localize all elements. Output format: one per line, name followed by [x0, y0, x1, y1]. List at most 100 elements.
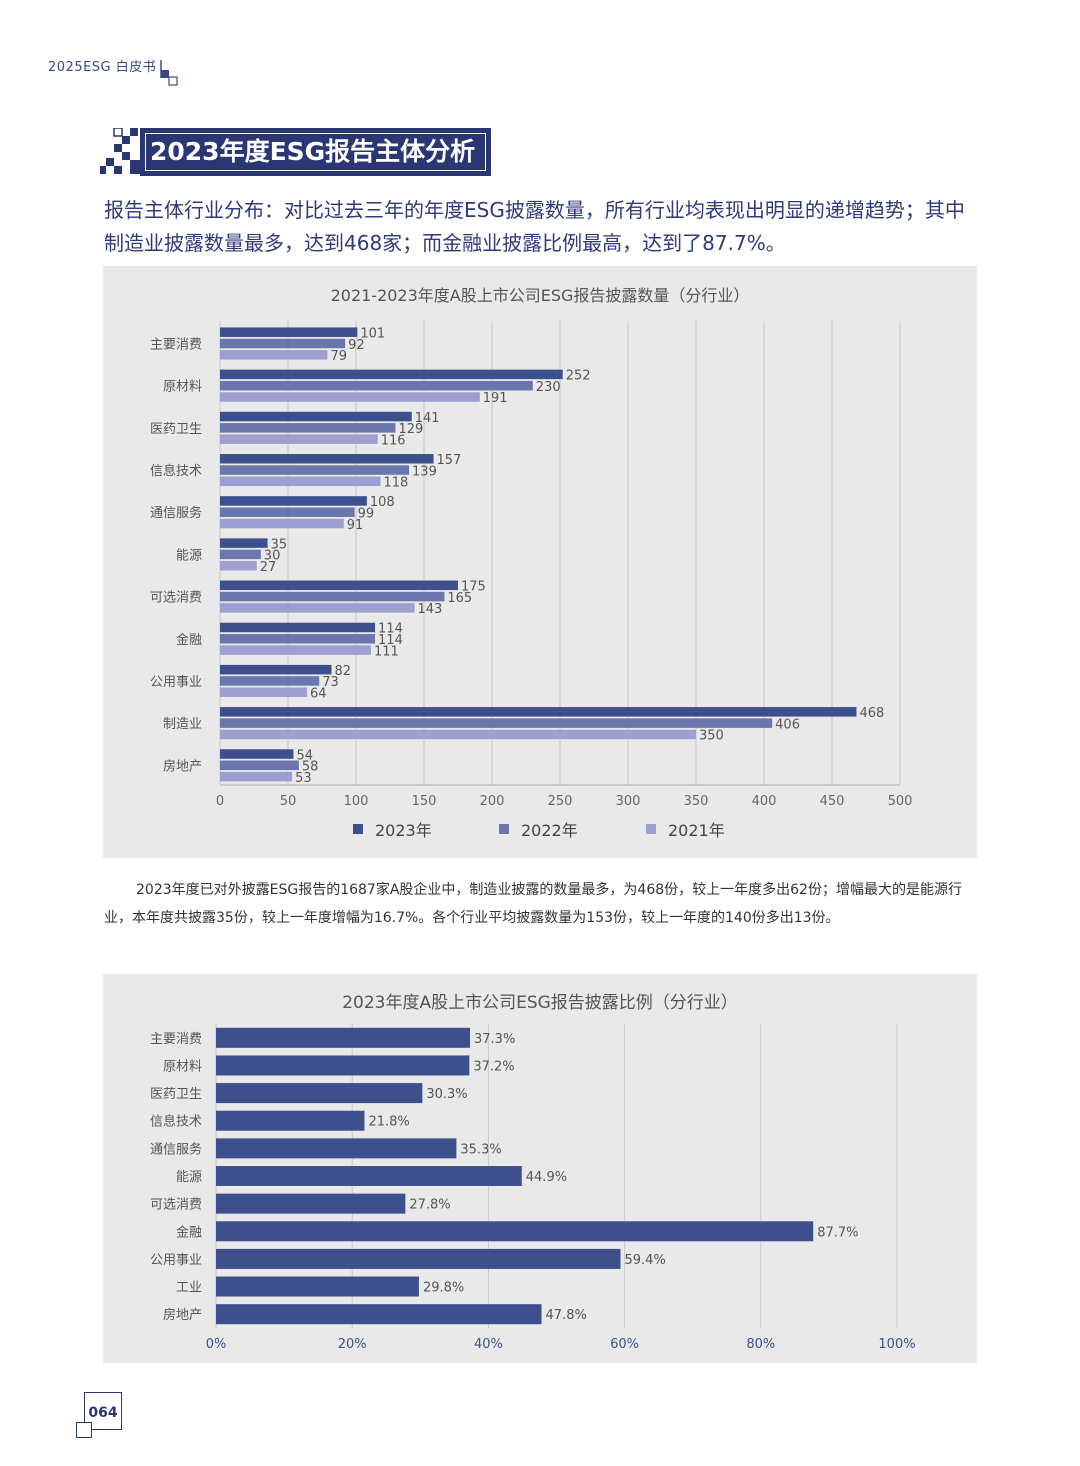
x-tick-label: 50 — [280, 794, 297, 809]
bar — [220, 718, 773, 728]
chart-counts: 2021-2023年度A股上市公司ESG报告披露数量（分行业） 0 50 100 150… — [150, 286, 913, 840]
legend-swatch — [353, 824, 363, 834]
bar — [220, 350, 328, 360]
x-tick-label: 150 — [412, 794, 437, 809]
data-label: 35.3% — [460, 1142, 501, 1157]
bar — [216, 1083, 423, 1104]
x-tick-label: 250 — [548, 794, 573, 809]
data-label: 101 — [360, 326, 385, 341]
chart-panel-ratios: 2023年度A股上市公司ESG报告披露比例（分行业） 0% 20% 40% 60% 80%… — [103, 974, 977, 1363]
category-label: 原材料 — [163, 380, 202, 395]
category-label: 制造业 — [163, 717, 202, 732]
data-label: 53 — [295, 771, 312, 786]
bar — [220, 392, 480, 402]
x-tick-label: 100 — [344, 794, 369, 809]
category-label: 能源 — [176, 1170, 202, 1185]
legend-label: 2021年 — [668, 821, 725, 840]
category-label: 通信服务 — [150, 1141, 202, 1157]
category-label: 房地产 — [163, 758, 202, 774]
data-label: 54 — [296, 748, 313, 763]
data-label: 58 — [302, 760, 319, 775]
data-label: 114 — [378, 622, 403, 637]
bar — [220, 496, 367, 506]
data-label: 30.3% — [426, 1087, 467, 1102]
bar — [216, 1193, 406, 1214]
bar — [220, 729, 696, 740]
category-label: 可选消费 — [150, 1198, 202, 1213]
data-label: 141 — [415, 411, 440, 426]
data-label: 143 — [417, 602, 442, 617]
chart-title: 2021-2023年度A股上市公司ESG报告披露数量（分行业） — [331, 286, 750, 305]
data-label: 108 — [370, 495, 395, 510]
data-label: 27.8% — [409, 1198, 450, 1213]
category-label: 能源 — [176, 548, 202, 563]
category-label: 医药卫生 — [150, 422, 202, 437]
category-label: 房地产 — [163, 1307, 202, 1323]
data-label: 47.8% — [546, 1308, 587, 1323]
category-label: 可选消费 — [150, 591, 202, 606]
title-pixel-decoration — [100, 128, 140, 174]
data-label: 406 — [775, 717, 800, 732]
bar — [220, 549, 261, 560]
bar — [216, 1248, 621, 1269]
x-tick-label: 300 — [616, 794, 641, 809]
category-label: 公用事业 — [150, 1253, 202, 1268]
intro-text: 报告主体行业分布：对比过去三年的年度ESG披露数量，所有行业均表现出明显的递增趋… — [104, 198, 965, 255]
x-tick-label: 60% — [610, 1337, 639, 1352]
bar — [220, 507, 355, 517]
data-label: 35 — [271, 537, 288, 552]
x-tick-label: 80% — [746, 1337, 775, 1352]
bar — [220, 687, 308, 698]
bar — [216, 1221, 814, 1242]
category-label: 主要消费 — [150, 338, 202, 353]
bar — [220, 380, 533, 391]
section-title: 2023年度ESG报告主体分析 — [140, 128, 492, 176]
data-label: 30 — [264, 549, 281, 564]
page-number: 064 — [84, 1392, 122, 1430]
bar — [216, 1055, 470, 1076]
x-tick-label: 500 — [888, 794, 913, 809]
data-label: 44.9% — [526, 1170, 567, 1185]
data-label: 64 — [310, 687, 327, 702]
bar — [220, 749, 294, 759]
data-label: 157 — [437, 453, 462, 468]
data-label: 165 — [447, 591, 472, 606]
data-label: 29.8% — [423, 1281, 464, 1296]
data-label: 92 — [348, 338, 365, 353]
data-label: 111 — [374, 644, 399, 659]
bar — [216, 1304, 542, 1325]
header-decoration — [160, 60, 178, 86]
legend-label: 2022年 — [521, 821, 578, 840]
bar — [220, 434, 378, 444]
chart-ratios: 2023年度A股上市公司ESG报告披露比例（分行业） 0% 20% 40% 60% 80%… — [150, 993, 916, 1352]
bar — [220, 664, 332, 675]
data-label: 350 — [699, 729, 724, 744]
x-tick-label: 20% — [338, 1337, 367, 1352]
data-label: 82 — [335, 664, 352, 679]
x-tick-label: 100% — [878, 1337, 915, 1352]
x-tick-label: 450 — [820, 794, 845, 809]
header-text: 2025ESG 白皮书 — [48, 60, 157, 75]
data-label: 59.4% — [625, 1253, 666, 1268]
data-label: 91 — [347, 518, 364, 533]
bar — [216, 1166, 522, 1186]
chart-panel-counts: 2021-2023年度A股上市公司ESG报告披露数量（分行业） 0 50 100 150… — [103, 266, 977, 858]
legend-swatch — [499, 824, 509, 834]
bar — [220, 465, 410, 475]
legend-label: 2023年 — [375, 821, 432, 840]
bar — [220, 771, 293, 782]
bar — [216, 1027, 471, 1048]
bar — [220, 560, 257, 571]
category-label: 工业 — [176, 1281, 202, 1296]
data-label: 79 — [330, 349, 347, 364]
bar — [220, 338, 346, 349]
bar — [220, 453, 434, 464]
x-tick-label: 0% — [206, 1337, 227, 1352]
bar — [220, 423, 396, 433]
data-label: 99 — [358, 506, 375, 521]
data-label: 87.7% — [817, 1225, 858, 1240]
category-label: 医药卫生 — [150, 1087, 202, 1102]
x-tick-label: 200 — [480, 794, 505, 809]
data-label: 175 — [461, 580, 486, 595]
data-label: 27 — [260, 560, 277, 575]
